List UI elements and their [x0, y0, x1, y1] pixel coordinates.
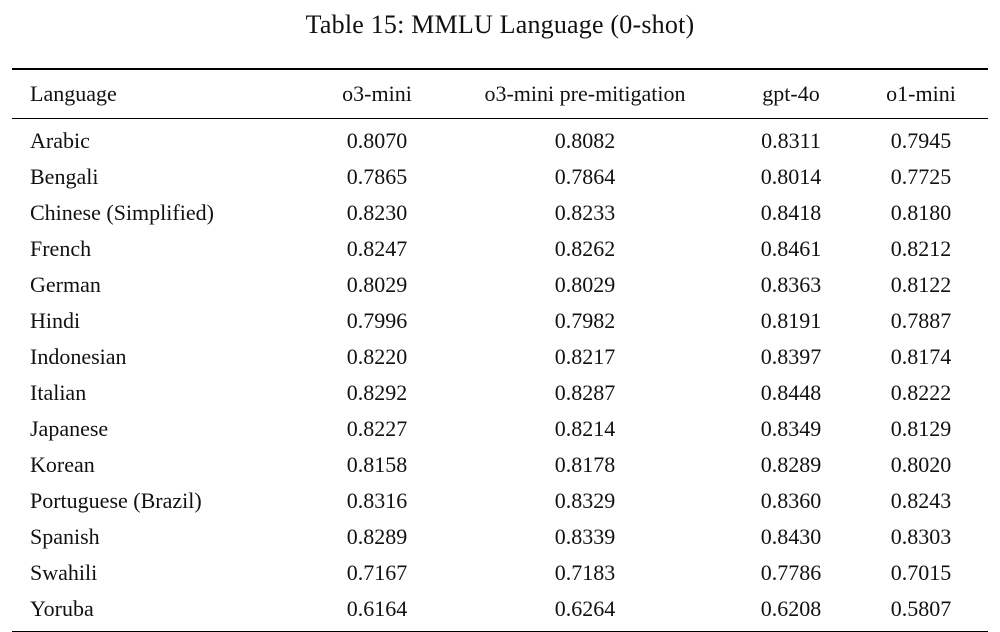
- language-cell: Swahili: [30, 560, 98, 585]
- o3-mini-cell: 0.8029: [346, 272, 408, 297]
- o1-mini-cell: 0.7725: [890, 164, 952, 189]
- o3-mini-pre-mitigation-cell: 0.8262: [554, 236, 616, 261]
- table-row: Hindi 0.7996 0.7982 0.8191 0.7887: [12, 303, 988, 339]
- o1-mini-cell: 0.8122: [890, 272, 952, 297]
- table-row: Spanish 0.8289 0.8339 0.8430 0.8303: [12, 519, 988, 555]
- language-cell: French: [30, 236, 92, 261]
- o3-mini-pre-mitigation-cell: 0.6264: [554, 596, 616, 621]
- o1-mini-cell: 0.5807: [890, 596, 952, 621]
- o1-mini-cell: 0.8303: [890, 524, 952, 549]
- table-row: Portuguese (Brazil) 0.8316 0.8329 0.8360…: [12, 483, 988, 519]
- o1-mini-cell: 0.8180: [890, 200, 952, 225]
- gpt-4o-cell: 0.8360: [760, 488, 822, 513]
- gpt-4o-cell: 0.8397: [760, 344, 822, 369]
- gpt-4o-cell: 0.6208: [760, 596, 822, 621]
- table-row: Japanese 0.8227 0.8214 0.8349 0.8129: [12, 411, 988, 447]
- language-cell: Portuguese (Brazil): [30, 488, 202, 513]
- o3-mini-pre-mitigation-cell: 0.8082: [554, 128, 616, 153]
- o3-mini-pre-mitigation-cell: 0.8339: [554, 524, 616, 549]
- gpt-4o-cell: 0.8461: [760, 236, 822, 261]
- column-header-o3-mini: o3-mini: [312, 69, 442, 119]
- o3-mini-cell: 0.8289: [346, 524, 408, 549]
- o3-mini-cell: 0.8220: [346, 344, 408, 369]
- table-row: German 0.8029 0.8029 0.8363 0.8122: [12, 267, 988, 303]
- o3-mini-pre-mitigation-cell: 0.7982: [554, 308, 616, 333]
- table-row: Italian 0.8292 0.8287 0.8448 0.8222: [12, 375, 988, 411]
- o1-mini-cell: 0.7945: [890, 128, 952, 153]
- o1-mini-cell: 0.8174: [890, 344, 952, 369]
- table-row: Bengali 0.7865 0.7864 0.8014 0.7725: [12, 159, 988, 195]
- o3-mini-cell: 0.8292: [346, 380, 408, 405]
- language-cell: Japanese: [30, 416, 109, 441]
- language-cell: Italian: [30, 380, 87, 405]
- o3-mini-cell: 0.8247: [346, 236, 408, 261]
- gpt-4o-cell: 0.8363: [760, 272, 822, 297]
- language-cell: Korean: [30, 452, 95, 477]
- table-row: French 0.8247 0.8262 0.8461 0.8212: [12, 231, 988, 267]
- language-cell: Arabic: [30, 128, 90, 153]
- o1-mini-cell: 0.8020: [890, 452, 952, 477]
- gpt-4o-cell: 0.8349: [760, 416, 822, 441]
- o3-mini-cell: 0.8227: [346, 416, 408, 441]
- o3-mini-pre-mitigation-cell: 0.7183: [554, 560, 616, 585]
- o3-mini-pre-mitigation-cell: 0.8178: [554, 452, 616, 477]
- gpt-4o-cell: 0.8311: [761, 128, 821, 153]
- o1-mini-cell: 0.7015: [890, 560, 952, 585]
- o1-mini-cell: 0.7887: [890, 308, 952, 333]
- language-cell: Spanish: [30, 524, 100, 549]
- gpt-4o-cell: 0.8418: [760, 200, 822, 225]
- gpt-4o-cell: 0.8448: [760, 380, 822, 405]
- o1-mini-cell: 0.8129: [890, 416, 952, 441]
- o3-mini-pre-mitigation-cell: 0.8233: [554, 200, 616, 225]
- o3-mini-cell: 0.8230: [346, 200, 408, 225]
- column-header-o3-mini-pre-mitigation: o3-mini pre-mitigation: [442, 69, 728, 119]
- o3-mini-pre-mitigation-cell: 0.8029: [554, 272, 616, 297]
- o3-mini-pre-mitigation-cell: 0.8287: [554, 380, 616, 405]
- o3-mini-cell: 0.7996: [346, 308, 408, 333]
- gpt-4o-cell: 0.8191: [760, 308, 822, 333]
- o1-mini-cell: 0.8222: [890, 380, 952, 405]
- o3-mini-cell: 0.6164: [346, 596, 408, 621]
- language-cell: Hindi: [30, 308, 81, 333]
- o3-mini-cell: 0.8158: [346, 452, 408, 477]
- column-header-language: Language: [12, 69, 312, 119]
- language-cell: Bengali: [30, 164, 99, 189]
- language-cell: Indonesian: [30, 344, 127, 369]
- column-header-gpt-4o: gpt-4o: [728, 69, 854, 119]
- o3-mini-pre-mitigation-cell: 0.8217: [554, 344, 616, 369]
- o3-mini-pre-mitigation-cell: 0.8329: [554, 488, 616, 513]
- o3-mini-cell: 0.7167: [346, 560, 408, 585]
- o3-mini-cell: 0.8070: [346, 128, 408, 153]
- gpt-4o-cell: 0.8430: [760, 524, 822, 549]
- o3-mini-pre-mitigation-cell: 0.8214: [554, 416, 616, 441]
- table-row: Yoruba 0.6164 0.6264 0.6208 0.5807: [12, 591, 988, 632]
- language-cell: Yoruba: [30, 596, 94, 621]
- mmlu-language-table: Language o3-mini o3-mini pre-mitigation …: [12, 68, 988, 632]
- table-row: Swahili 0.7167 0.7183 0.7786 0.7015: [12, 555, 988, 591]
- o1-mini-cell: 0.8212: [890, 236, 952, 261]
- table-row: Chinese (Simplified) 0.8230 0.8233 0.841…: [12, 195, 988, 231]
- o1-mini-cell: 0.8243: [890, 488, 952, 513]
- gpt-4o-cell: 0.8289: [760, 452, 822, 477]
- table-caption: Table 15: MMLU Language (0-shot): [305, 10, 695, 39]
- language-cell: German: [30, 272, 101, 297]
- table-row: Indonesian 0.8220 0.8217 0.8397 0.8174: [12, 339, 988, 375]
- column-header-o1-mini: o1-mini: [854, 69, 988, 119]
- table-row: Arabic 0.8070 0.8082 0.8311 0.7945: [12, 119, 988, 160]
- table-row: Korean 0.8158 0.8178 0.8289 0.8020: [12, 447, 988, 483]
- o3-mini-pre-mitigation-cell: 0.7864: [554, 164, 616, 189]
- language-cell: Chinese (Simplified): [30, 200, 214, 225]
- o3-mini-cell: 0.7865: [346, 164, 408, 189]
- o3-mini-cell: 0.8316: [346, 488, 408, 513]
- gpt-4o-cell: 0.7786: [760, 560, 822, 585]
- gpt-4o-cell: 0.8014: [760, 164, 822, 189]
- header-row: Language o3-mini o3-mini pre-mitigation …: [12, 69, 988, 119]
